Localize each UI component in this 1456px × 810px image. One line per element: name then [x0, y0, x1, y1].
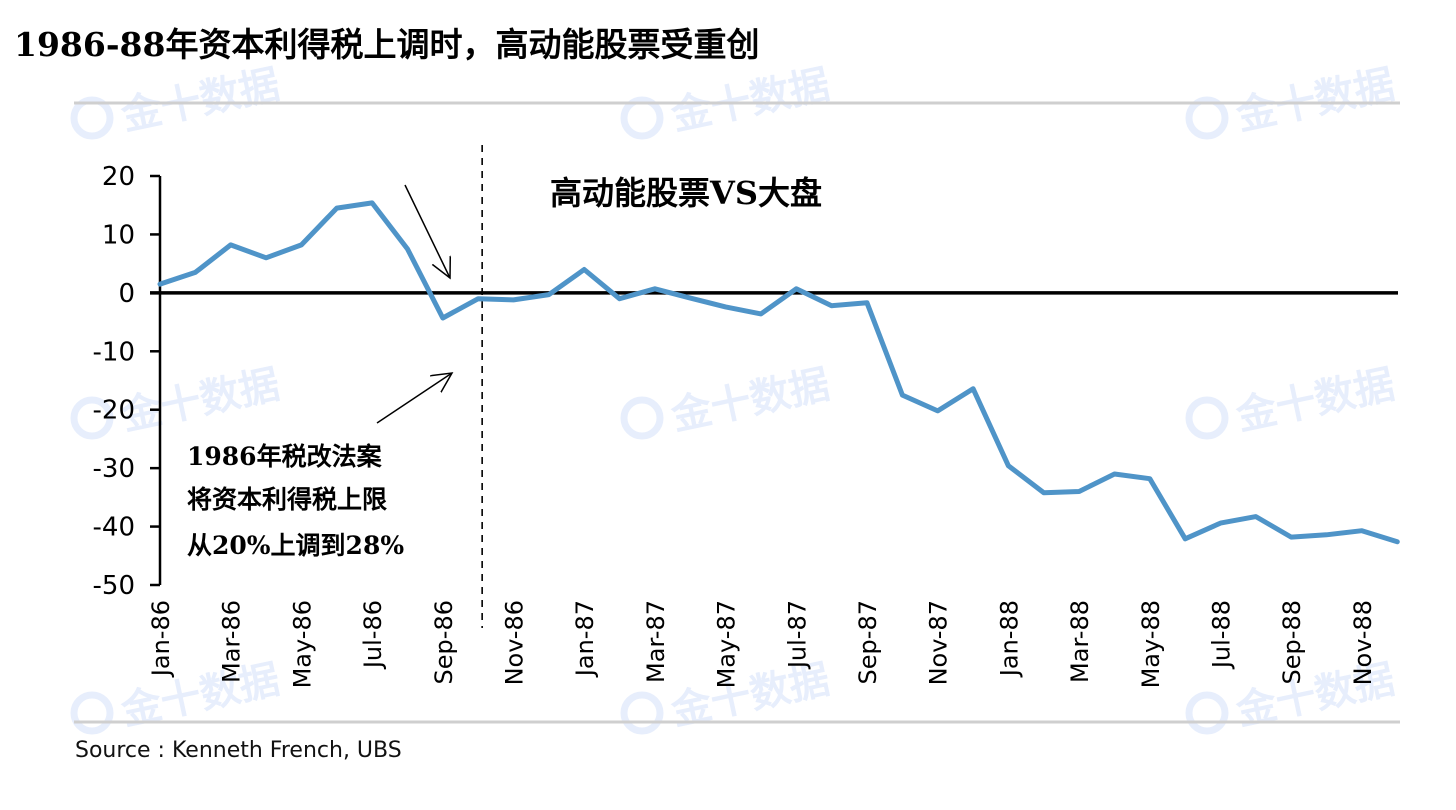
x-tick-label: Nov-86 — [501, 600, 529, 685]
watermark-text: 金十数据 — [1232, 62, 1399, 140]
x-tick-label: Mar-86 — [218, 600, 246, 683]
annotation-line-3: 从20%上调到28% — [187, 531, 404, 560]
x-tick-label: Sep-86 — [430, 600, 458, 684]
watermark-logo-icon — [1185, 691, 1229, 735]
x-tick-label: Nov-87 — [925, 600, 953, 685]
x-tick-label: Jul-86 — [359, 600, 387, 670]
watermark-text: 金十数据 — [117, 362, 284, 440]
y-tick-label: -40 — [93, 513, 135, 543]
arrow-down — [404, 184, 450, 278]
x-tick-label: Nov-88 — [1349, 600, 1377, 685]
y-tick-label: 0 — [118, 279, 135, 309]
y-tick-label: -50 — [93, 571, 135, 601]
arrow-up — [376, 373, 452, 424]
y-tick-label: -10 — [93, 337, 135, 367]
annotation-line-1: 1986年税改法案 — [187, 442, 383, 471]
x-tick-label: Jul-88 — [1208, 600, 1236, 670]
annotation-line-2: 将资本利得税上限 — [187, 485, 387, 514]
x-tick-label: May-88 — [1137, 600, 1165, 688]
watermark-text: 金十数据 — [667, 62, 834, 140]
y-tick-label: -20 — [93, 396, 135, 426]
y-tick-label: -30 — [93, 454, 135, 484]
watermark-logo-icon — [620, 691, 664, 735]
x-tick-label: Jan-87 — [571, 600, 599, 678]
watermark-logo-icon — [1185, 396, 1229, 440]
watermark-text: 金十数据 — [1232, 362, 1399, 440]
x-tick-label: Mar-87 — [642, 600, 670, 683]
x-tick-label: Jan-86 — [147, 600, 175, 678]
y-tick-label: 20 — [102, 162, 135, 192]
x-tick-label: May-86 — [288, 600, 316, 688]
watermark-text: 金十数据 — [667, 362, 834, 440]
series-line — [157, 200, 1400, 545]
watermark-text: 金十数据 — [117, 62, 284, 140]
x-tick-label: Jul-87 — [783, 600, 811, 670]
watermark-logo-icon — [1185, 96, 1229, 140]
chart-title: 高动能股票VS大盘 — [550, 174, 822, 212]
x-tick-label: Sep-87 — [854, 600, 882, 684]
x-tick-label: Sep-88 — [1278, 600, 1306, 684]
watermark-logo-icon — [70, 96, 114, 140]
watermark-logo-icon — [620, 96, 664, 140]
x-tick-label: May-87 — [713, 600, 741, 688]
page-title: 1986-88年资本利得税上调时，高动能股票受重创 — [14, 25, 760, 64]
x-tick-label: Mar-88 — [1066, 600, 1094, 683]
source-note: Source : Kenneth French, UBS — [75, 738, 402, 763]
x-tick-label: Jan-88 — [995, 600, 1023, 678]
watermark-logo-icon — [620, 396, 664, 440]
watermark-logo-icon — [70, 396, 114, 440]
watermark-logo-icon — [70, 691, 114, 735]
y-tick-label: 10 — [102, 220, 135, 250]
